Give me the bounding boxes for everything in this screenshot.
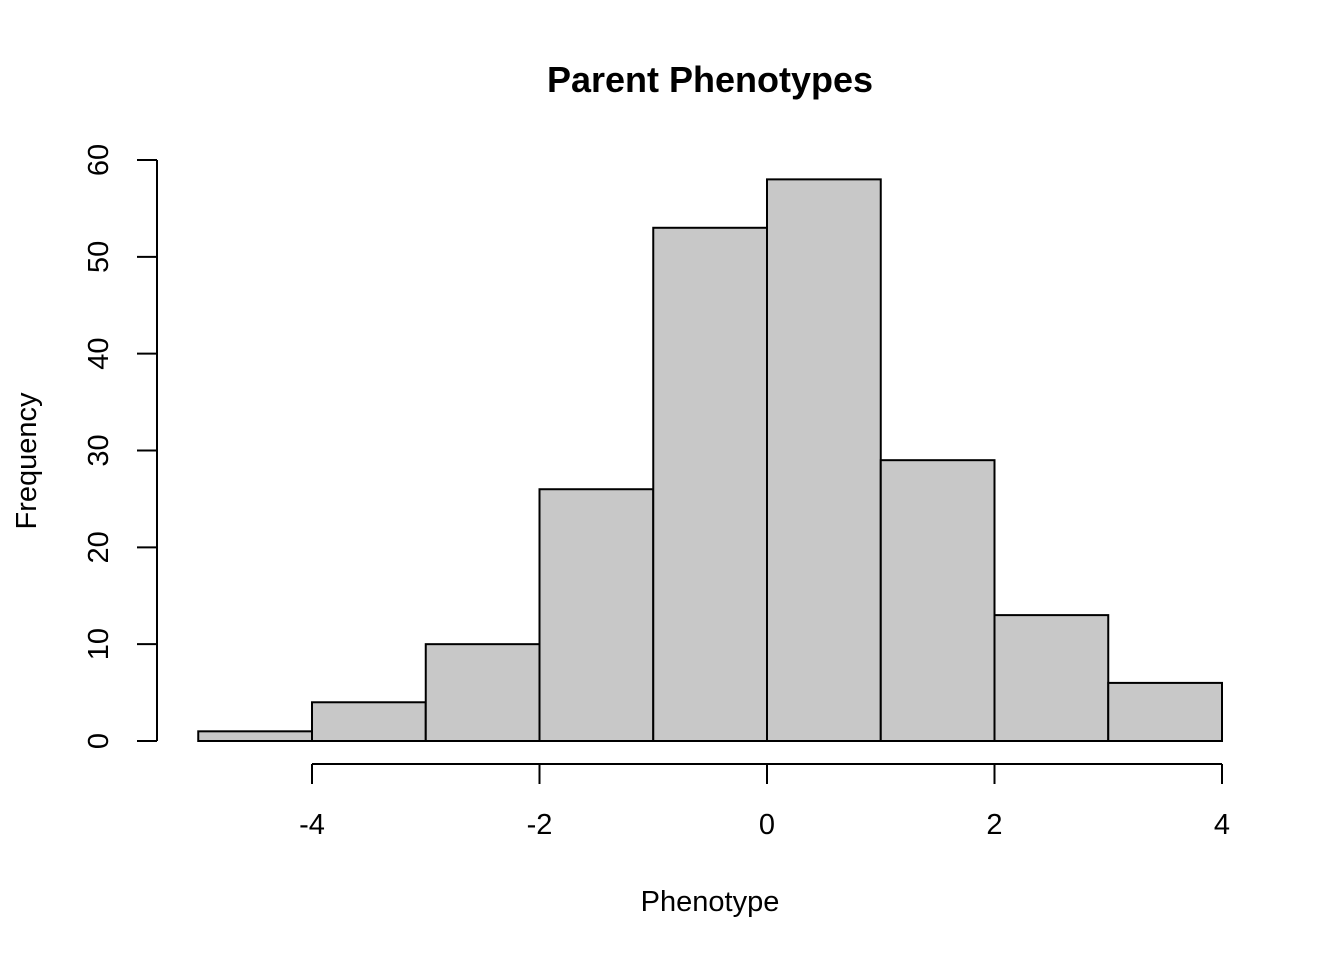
- y-tick-label: 30: [83, 434, 115, 466]
- x-tick-label: -2: [527, 809, 553, 841]
- x-tick-label: 4: [1214, 809, 1230, 841]
- histogram-bar: [652, 226, 768, 743]
- x-tick-label: -4: [299, 809, 325, 841]
- x-tick-label: 2: [986, 809, 1002, 841]
- histogram-bar: [538, 488, 655, 742]
- y-axis: 0 10 20 30 40 50 60: [83, 144, 158, 749]
- histogram-bar: [1107, 681, 1223, 743]
- histogram-bar: [993, 614, 1110, 742]
- y-tick-label: 0: [83, 733, 115, 749]
- histogram-bar: [879, 459, 996, 742]
- histogram-bar: [311, 701, 427, 742]
- histogram-bar: [197, 730, 313, 742]
- y-tick-label: 60: [83, 144, 115, 176]
- x-axis: -4 -2 0 2 4: [299, 763, 1230, 841]
- bars-group: [197, 178, 1223, 743]
- chart-title: Parent Phenotypes: [547, 59, 873, 100]
- histogram-bar: [424, 643, 541, 743]
- x-tick-label: 0: [759, 809, 775, 841]
- x-axis-label: Phenotype: [641, 886, 780, 918]
- histogram-bar: [766, 178, 882, 743]
- y-tick-label: 20: [83, 531, 115, 563]
- y-tick-label: 50: [83, 241, 115, 273]
- y-tick-label: 40: [83, 338, 115, 370]
- y-axis-label: Frequency: [11, 392, 43, 530]
- y-tick-label: 10: [83, 628, 115, 660]
